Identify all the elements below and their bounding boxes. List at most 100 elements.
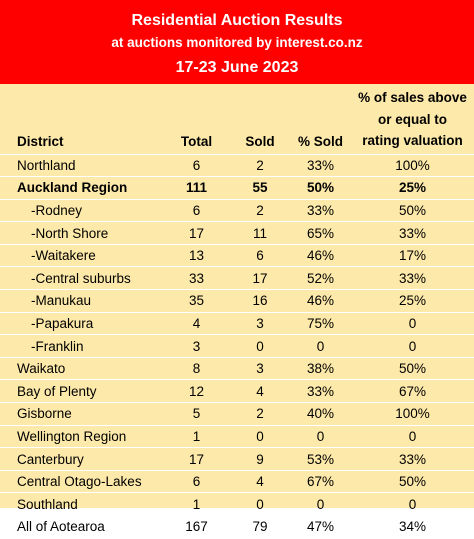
pct-sold-cell: 46% [290, 244, 351, 268]
pct-sold-cell: 33% [290, 199, 351, 223]
table-row: Auckland Region 111 55 50% 25% [0, 176, 474, 200]
pct-sold-cell: 47% [290, 515, 351, 539]
report-title: Residential Auction Results [131, 12, 343, 29]
sold-cell: 11 [230, 221, 290, 245]
above-valuation-cell: 50% [351, 199, 474, 223]
above-valuation-cell: 33% [351, 266, 474, 291]
above-valuation-cell: 0 [351, 425, 474, 449]
total-cell: 8 [163, 357, 230, 381]
sold-cell: 2 [230, 402, 290, 426]
district-cell: Gisborne [0, 402, 163, 426]
sold-cell: 2 [230, 199, 290, 223]
table-row: Waikato 8 3 38% 50% [0, 357, 474, 381]
title-banner: Residential Auction Results at auctions … [0, 2, 474, 84]
district-cell: Auckland Region [0, 176, 163, 200]
district-cell: Southland [0, 492, 163, 516]
total-cell: 33 [163, 266, 230, 291]
district-cell: -Waitakere [0, 244, 163, 268]
table-row: All of Aotearoa 167 79 47% 34% [0, 515, 474, 539]
total-cell: 6 [163, 199, 230, 223]
table-row: Central Otago-Lakes 6 4 67% 50% [0, 470, 474, 494]
above-valuation-cell: 50% [351, 357, 474, 381]
total-cell: 1 [163, 425, 230, 449]
report-subtitle: at auctions monitored by interest.co.nz [111, 35, 363, 50]
total-cell: 4 [163, 312, 230, 336]
report-date-range: 17-23 June 2023 [175, 59, 299, 76]
header-above-line3: rating valuation [362, 133, 463, 148]
sold-cell: 0 [230, 334, 290, 358]
district-cell: -Central suburbs [0, 266, 163, 291]
above-valuation-cell: 0 [351, 312, 474, 336]
sold-cell: 3 [230, 312, 290, 336]
district-cell: -Papakura [0, 312, 163, 336]
district-cell: -Rodney [0, 199, 163, 223]
header-above-line2: or equal to [377, 111, 447, 127]
above-valuation-cell: 0 [351, 492, 474, 516]
sold-cell: 2 [230, 153, 290, 178]
district-cell: All of Aotearoa [0, 515, 163, 539]
total-cell: 35 [163, 289, 230, 313]
table-row: -Papakura 4 3 75% 0 [0, 312, 474, 336]
pct-sold-cell: 46% [290, 289, 351, 313]
above-valuation-cell: 34% [351, 515, 474, 539]
results-table: District Total Sold % Sold % of sales ab… [0, 84, 474, 539]
table-row: -Franklin 3 0 0 0 [0, 334, 474, 358]
pct-sold-cell: 0 [290, 334, 351, 358]
table-row: Southland 1 0 0 0 [0, 492, 474, 516]
sold-cell: 9 [230, 447, 290, 471]
table-row: Northland 6 2 33% 100% [0, 153, 474, 178]
pct-sold-cell: 33% [290, 379, 351, 404]
sold-cell: 16 [230, 289, 290, 313]
total-cell: 167 [163, 515, 230, 539]
district-cell: -Manukau [0, 289, 163, 313]
header-pct-sold: % Sold [297, 133, 343, 149]
above-valuation-cell: 100% [351, 402, 474, 426]
table-row: Gisborne 5 2 40% 100% [0, 402, 474, 426]
header-above-line1: % of sales above [358, 90, 467, 105]
sold-cell: 79 [230, 515, 290, 539]
total-cell: 111 [163, 176, 230, 200]
table-row: -Waitakere 13 6 46% 17% [0, 244, 474, 268]
sold-cell: 6 [230, 244, 290, 268]
total-cell: 17 [163, 447, 230, 471]
total-cell: 1 [163, 492, 230, 516]
table-row: Bay of Plenty 12 4 33% 67% [0, 379, 474, 404]
above-valuation-cell: 33% [351, 221, 474, 245]
pct-sold-cell: 33% [290, 153, 351, 178]
total-cell: 17 [163, 221, 230, 245]
above-valuation-cell: 67% [351, 379, 474, 404]
district-cell: Central Otago-Lakes [0, 470, 163, 494]
header-row: District Total Sold % Sold % of sales ab… [0, 84, 474, 154]
pct-sold-cell: 52% [290, 266, 351, 291]
results-table-body: Northland 6 2 33% 100% Auckland Region 111 55 50… [0, 153, 474, 539]
pct-sold-cell: 38% [290, 357, 351, 381]
district-cell: Bay of Plenty [0, 379, 163, 404]
above-valuation-cell: 100% [351, 153, 474, 178]
sold-cell: 4 [230, 379, 290, 404]
district-cell: Canterbury [0, 447, 163, 471]
sold-cell: 17 [230, 266, 290, 291]
above-valuation-cell: 33% [351, 447, 474, 471]
pct-sold-cell: 50% [290, 176, 351, 200]
sold-cell: 4 [230, 470, 290, 494]
total-cell: 3 [163, 334, 230, 358]
pct-sold-cell: 65% [290, 221, 351, 245]
table-row: -Central suburbs 33 17 52% 33% [0, 266, 474, 291]
table-row: Wellington Region 1 0 0 0 [0, 425, 474, 449]
district-cell: Northland [0, 153, 163, 178]
total-cell: 5 [163, 402, 230, 426]
sold-cell: 3 [230, 357, 290, 381]
pct-sold-cell: 0 [290, 425, 351, 449]
pct-sold-cell: 0 [290, 492, 351, 516]
header-total: Total [180, 133, 213, 149]
table-row: Canterbury 17 9 53% 33% [0, 447, 474, 471]
total-cell: 6 [163, 470, 230, 494]
table-row: -Rodney 6 2 33% 50% [0, 199, 474, 223]
header-sold: Sold [245, 133, 275, 149]
above-valuation-cell: 50% [351, 470, 474, 494]
header-district: District [17, 133, 64, 149]
district-cell: Wellington Region [0, 425, 163, 449]
pct-sold-cell: 40% [290, 402, 351, 426]
sold-cell: 55 [230, 176, 290, 200]
